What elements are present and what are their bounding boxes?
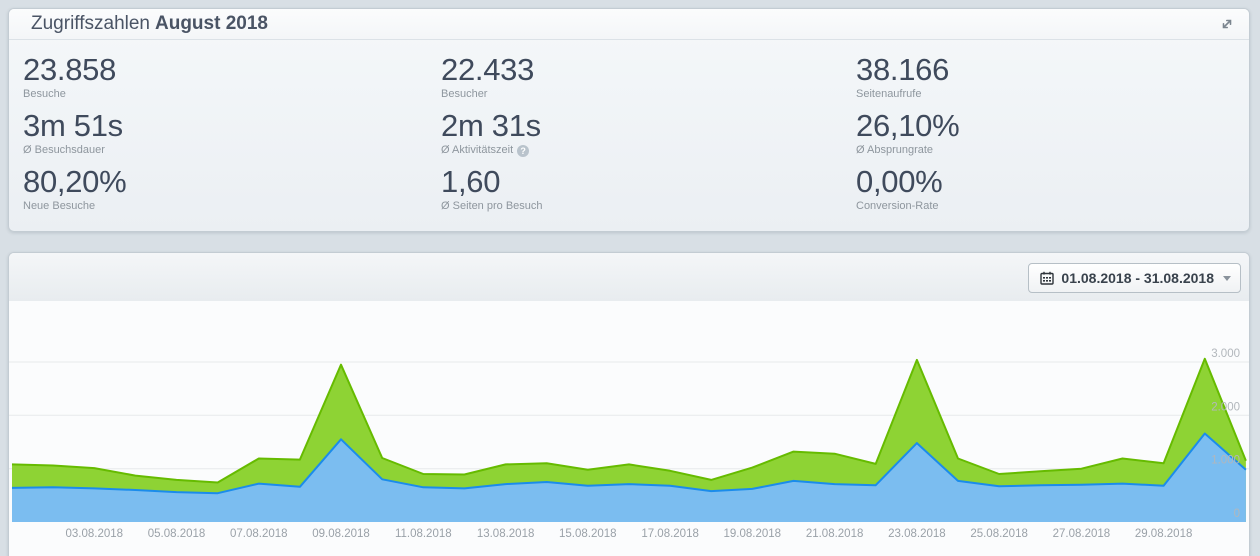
- summary-panel: Zugriffszahlen August 2018 23.858 Besuche…: [8, 8, 1250, 232]
- svg-text:07.08.2018: 07.08.2018: [230, 528, 288, 540]
- svg-text:09.08.2018: 09.08.2018: [312, 528, 370, 540]
- stat-value: 22.433: [441, 52, 535, 87]
- stat-seiten-pro-besuch: 1,60 Ø Seiten pro Besuch: [441, 165, 856, 214]
- svg-text:29.08.2018: 29.08.2018: [1135, 528, 1193, 540]
- date-range-button[interactable]: 01.08.2018 - 31.08.2018: [1028, 263, 1241, 293]
- help-icon[interactable]: ?: [517, 144, 530, 157]
- stat-label: Neue Besuche: [23, 200, 96, 212]
- stat-conversion-rate: 0,00% Conversion-Rate: [856, 165, 959, 214]
- stat-value: 0,00%: [856, 164, 943, 199]
- stat-value: 1,60: [441, 164, 501, 199]
- stat-label: Seitenaufrufe: [856, 88, 922, 100]
- expand-icon[interactable]: [1219, 16, 1235, 32]
- svg-text:19.08.2018: 19.08.2018: [724, 528, 782, 540]
- stats-area: 23.858 Besuche 3m 51s Ø Besuchsdauer 80,…: [9, 40, 1249, 221]
- stat-label: Ø Absprungrate: [856, 144, 934, 156]
- chart-x-axis-labels: 03.08.2018 05.08.2018 07.08.2018 09.08.2018…: [66, 528, 1193, 540]
- svg-text:27.08.2018: 27.08.2018: [1053, 528, 1111, 540]
- stats-column-3: 38.166 Seitenaufrufe 26,10% Ø Absprungra…: [856, 53, 960, 221]
- stat-besucher: 22.433 Besucher: [441, 53, 856, 102]
- stat-value: 2m 31s: [441, 108, 541, 143]
- svg-text:05.08.2018: 05.08.2018: [148, 528, 206, 540]
- panel-title-text: Zugriffszahlen: [31, 13, 150, 34]
- panel-title-period: August 2018: [155, 13, 268, 34]
- stat-neue-besuche: 80,20% Neue Besuche: [23, 165, 441, 214]
- stat-besuche: 23.858 Besuche: [23, 53, 441, 102]
- chart-areas: [11, 357, 1247, 522]
- summary-panel-header: Zugriffszahlen August 2018: [9, 9, 1249, 40]
- calendar-icon: [1040, 271, 1055, 285]
- svg-text:21.08.2018: 21.08.2018: [806, 528, 864, 540]
- stat-absprungrate: 26,10% Ø Absprungrate: [856, 108, 960, 158]
- stat-value: 38.166: [856, 52, 950, 87]
- svg-text:03.08.2018: 03.08.2018: [66, 528, 124, 540]
- svg-text:17.08.2018: 17.08.2018: [641, 528, 699, 540]
- stat-value: 26,10%: [856, 108, 960, 143]
- panel-title: Zugriffszahlen August 2018: [31, 13, 268, 35]
- svg-text:1.000: 1.000: [1211, 455, 1240, 467]
- stat-label-text: Ø Aktivitätszeit: [441, 144, 514, 156]
- date-range-label: 01.08.2018 - 31.08.2018: [1061, 270, 1214, 286]
- svg-text:25.08.2018: 25.08.2018: [970, 528, 1028, 540]
- svg-text:3.000: 3.000: [1211, 348, 1240, 360]
- stat-label: Ø Aktivitätszeit ?: [441, 143, 856, 158]
- stat-label: Ø Seiten pro Besuch: [441, 200, 543, 212]
- chevron-down-icon: [1223, 275, 1231, 281]
- stat-value: 3m 51s: [23, 108, 123, 143]
- svg-text:23.08.2018: 23.08.2018: [888, 528, 946, 540]
- chart-y-axis-labels: 0 1.000 2.000 3.000: [1211, 348, 1240, 520]
- stat-label: Besuche: [23, 88, 66, 100]
- stat-besuchsdauer: 3m 51s Ø Besuchsdauer: [23, 109, 441, 158]
- svg-text:15.08.2018: 15.08.2018: [559, 528, 617, 540]
- stat-value: 80,20%: [23, 164, 127, 199]
- traffic-chart[interactable]: 0 1.000 2.000 3.000 03.08.2018 05.08.2018 07.…: [9, 301, 1249, 555]
- stat-label: Conversion-Rate: [856, 200, 939, 212]
- chart-panel: 01.08.2018 - 31.08.2018 0 1.000 2.000 3.000…: [8, 252, 1250, 556]
- stat-seitenaufrufe: 38.166 Seitenaufrufe: [856, 53, 959, 102]
- stat-label: Ø Besuchsdauer: [23, 144, 105, 156]
- stats-column-1: 23.858 Besuche 3m 51s Ø Besuchsdauer 80,…: [23, 53, 441, 221]
- stat-value: 23.858: [23, 52, 117, 87]
- stat-aktivitaetszeit: 2m 31s Ø Aktivitätszeit ?: [441, 109, 856, 158]
- chart-panel-header: 01.08.2018 - 31.08.2018: [9, 253, 1249, 301]
- stats-column-2: 22.433 Besucher 2m 31s Ø Aktivitätszeit …: [441, 53, 856, 221]
- svg-text:0: 0: [1234, 508, 1240, 520]
- chart-gridlines: [9, 361, 1249, 470]
- svg-text:2.000: 2.000: [1211, 401, 1240, 413]
- svg-text:11.08.2018: 11.08.2018: [395, 528, 452, 540]
- svg-text:13.08.2018: 13.08.2018: [477, 528, 535, 540]
- stat-label: Besucher: [441, 88, 488, 100]
